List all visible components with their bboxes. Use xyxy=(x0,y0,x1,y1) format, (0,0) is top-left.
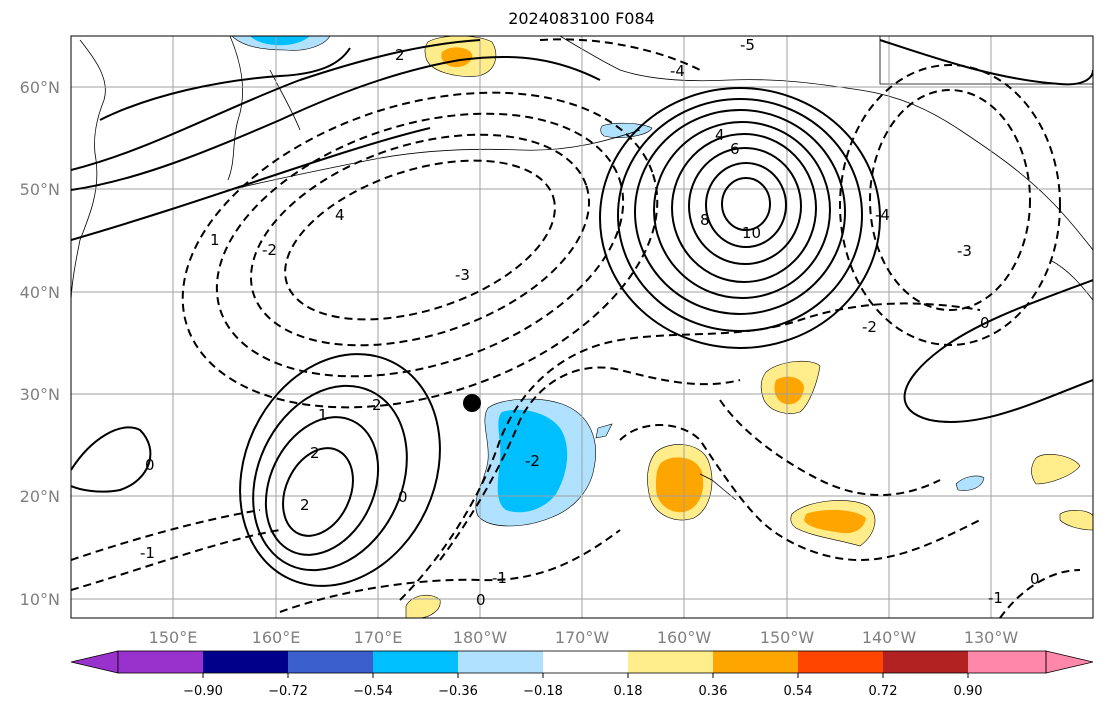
contour-label: 0 xyxy=(1030,570,1040,588)
lon-label: 150°E xyxy=(149,628,198,647)
cold-patch-tiny xyxy=(595,423,613,439)
graticule xyxy=(71,36,1093,618)
lon-label: 180°W xyxy=(453,628,508,647)
contour-label: 6 xyxy=(730,140,740,158)
latitude-axis: 60°N 50°N 40°N 30°N 20°N 10°N xyxy=(20,78,60,609)
colorbar-segment xyxy=(458,651,543,673)
warm-patch-far-east xyxy=(1031,454,1081,485)
high-contour-2 xyxy=(239,353,441,587)
contour-label: -1 xyxy=(140,544,155,562)
high-contour-1 xyxy=(599,87,881,349)
contour-label: -3 xyxy=(957,242,972,260)
low-contour-1 xyxy=(284,159,556,321)
contour-label: 1 xyxy=(318,406,328,424)
colorbar-segment xyxy=(118,651,203,673)
lat-label: 40°N xyxy=(20,283,60,302)
colorbar-extend-low xyxy=(70,650,119,674)
colorbar-segment xyxy=(713,651,798,673)
contour-label: 0 xyxy=(398,488,408,506)
contour-label: -4 xyxy=(670,62,685,80)
contour-label: 8 xyxy=(700,211,710,229)
colorbar-segment xyxy=(883,651,968,673)
storm-center-dot xyxy=(463,394,481,412)
lat-label: 20°N xyxy=(20,487,60,506)
contour-label: -4 xyxy=(875,206,890,224)
colorbar-extend-high xyxy=(1045,650,1094,674)
lon-label: 140°W xyxy=(862,628,917,647)
contour-label: 10 xyxy=(742,224,761,242)
colorbar-segment xyxy=(373,651,458,673)
colorbar-ticks xyxy=(202,673,969,678)
warm-patch-edge xyxy=(1059,510,1093,531)
aleutian-chain xyxy=(229,129,641,191)
north-america-coast xyxy=(1049,259,1093,301)
lon-label: 160°E xyxy=(252,628,301,647)
lat-label: 50°N xyxy=(20,180,60,199)
map-frame xyxy=(70,35,1094,619)
lon-label: 150°W xyxy=(760,628,815,647)
colorbar-tick-label: 0.18 xyxy=(614,684,643,699)
colorbar-tick-label: −0.36 xyxy=(438,684,478,699)
contour-labels: -3 -3 -2 -2 -2 -1 -1 -1 0 0 0 0 0 1 1 2 … xyxy=(140,36,1040,609)
cold-patch-far-east xyxy=(955,475,985,491)
colorbar-tick-label: 0.90 xyxy=(954,684,983,699)
contour-label: 2 xyxy=(300,496,310,514)
contour-label: -2 xyxy=(525,452,540,470)
map-title: 2024083100 F084 xyxy=(508,9,655,28)
alaska-coastline xyxy=(559,36,1093,251)
contour-label: 0 xyxy=(476,591,486,609)
contour-label: 2 xyxy=(372,396,382,414)
lat-label: 60°N xyxy=(20,78,60,97)
contour-label: 1 xyxy=(210,231,220,249)
lat-label: 10°N xyxy=(20,590,60,609)
contour-label: 0 xyxy=(145,456,155,474)
colorbar-tick-label: −0.18 xyxy=(523,684,563,699)
solid-contours xyxy=(71,39,1093,587)
map-plot-area: -3 -3 -2 -2 -2 -1 -1 -1 0 0 0 0 0 1 1 2 … xyxy=(71,36,1093,618)
lon-label: 160°W xyxy=(657,628,712,647)
colorbar-tick-label: −0.90 xyxy=(183,684,223,699)
contour-label: -3 xyxy=(455,266,470,284)
contour-label: 2 xyxy=(310,444,320,462)
colorbar-tick-label: 0.72 xyxy=(869,684,898,699)
contour-label: -1 xyxy=(492,569,507,587)
contour-label: 2 xyxy=(395,46,405,64)
colorbar-segment xyxy=(288,651,373,673)
lon-label: 170°E xyxy=(354,628,403,647)
hawaii-islands xyxy=(699,473,737,501)
colorbar-segment xyxy=(628,651,713,673)
contour-label: 0 xyxy=(980,314,990,332)
contour-label: -5 xyxy=(740,36,755,54)
lon-label: 130°W xyxy=(964,628,1019,647)
colorbar-segment xyxy=(968,651,1046,673)
dashed-contours xyxy=(71,38,1081,618)
colorbar-tick-label: −0.72 xyxy=(268,684,308,699)
lat-label: 30°N xyxy=(20,385,60,404)
colorbar-segment xyxy=(798,651,883,673)
longitude-axis: 150°E 160°E 170°E 180°W 170°W 160°W 150°… xyxy=(149,628,1019,647)
contour-label: 4 xyxy=(335,206,345,224)
kamchatka-coastline xyxy=(71,39,106,301)
colorbar-tick-label: 0.36 xyxy=(699,684,728,699)
low-contour-3 xyxy=(439,366,741,561)
shading-layer xyxy=(231,36,1093,618)
colorbar-tick-label: −0.54 xyxy=(353,684,393,699)
contour-label: -2 xyxy=(862,318,877,336)
contour-label: 4 xyxy=(715,126,725,144)
colorbar-segment xyxy=(203,651,288,673)
contour-label: -2 xyxy=(262,241,277,259)
colorbar: −0.90 −0.72 −0.54 −0.36 −0.18 0.18 0.36 … xyxy=(70,650,1094,699)
colorbar-segment xyxy=(543,651,628,673)
lon-label: 170°W xyxy=(555,628,610,647)
colorbar-tick-label: 0.54 xyxy=(784,684,813,699)
low-contour-2 xyxy=(869,89,1031,311)
contour-label: -1 xyxy=(988,589,1003,607)
